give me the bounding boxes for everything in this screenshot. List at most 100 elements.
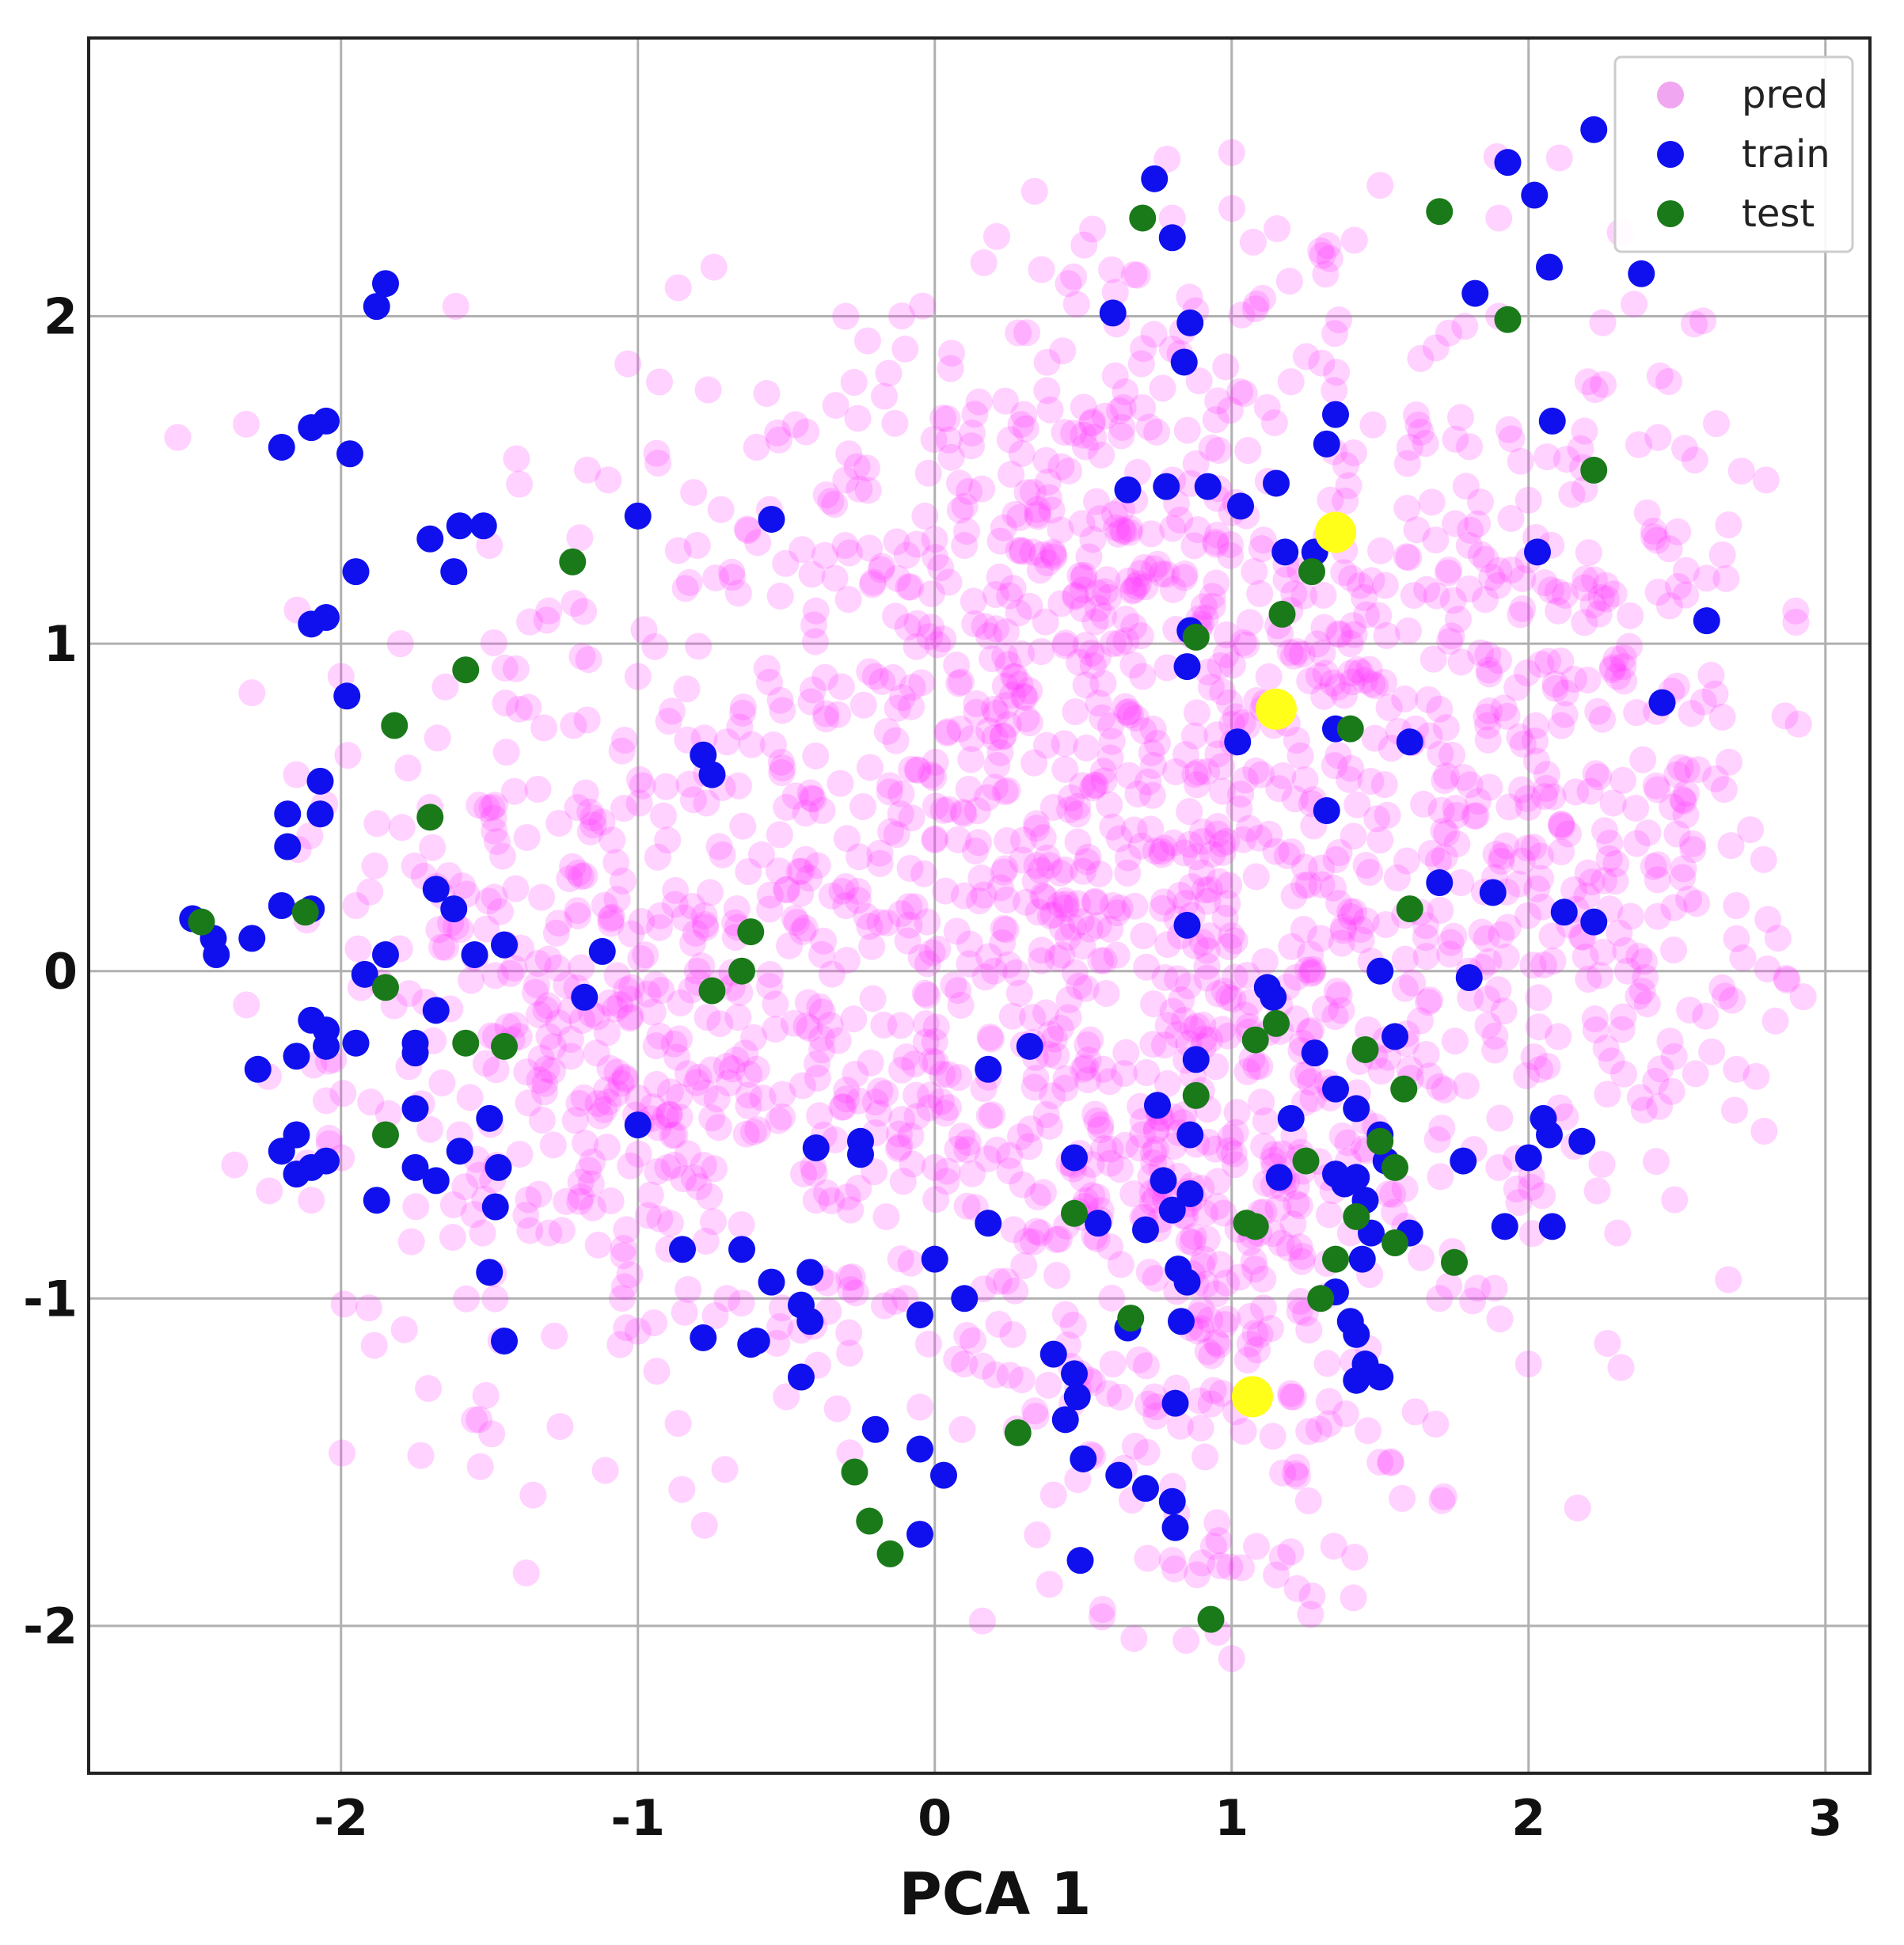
pred-point — [1509, 564, 1537, 592]
pred-point — [525, 1180, 553, 1208]
pred-point — [617, 1152, 644, 1180]
pred-point — [1131, 573, 1159, 601]
pred-point — [1039, 901, 1067, 929]
pred-point — [735, 1081, 762, 1109]
pred-point — [1068, 772, 1096, 800]
pred-point — [1528, 893, 1556, 921]
pred-point — [888, 1106, 916, 1134]
pred-point — [1643, 1148, 1670, 1176]
pred-point — [994, 651, 1022, 678]
pred-point — [1474, 726, 1502, 754]
pred-point — [1347, 659, 1374, 686]
pred-point — [1214, 890, 1241, 917]
pred-point — [1315, 1201, 1343, 1229]
pred-point — [1249, 526, 1277, 554]
pred-point — [344, 935, 372, 963]
pred-point — [1288, 1248, 1316, 1275]
pred-point — [448, 872, 476, 900]
pred-point — [1016, 709, 1043, 737]
pred-point — [921, 1028, 948, 1056]
pred-point — [1436, 940, 1464, 968]
pred-point — [1575, 965, 1602, 993]
pred-point — [1083, 1183, 1111, 1211]
pred-point — [781, 905, 808, 933]
pred-point — [1072, 671, 1100, 699]
pred-point — [1182, 843, 1210, 871]
pred-point — [1236, 609, 1264, 636]
pred-point — [918, 1047, 946, 1075]
train-point — [1063, 1383, 1091, 1411]
pred-point — [888, 684, 916, 712]
pred-point — [744, 529, 772, 557]
pred-point — [1394, 617, 1422, 644]
pred-point — [1336, 765, 1363, 793]
pred-point — [1181, 761, 1209, 788]
train-point — [1224, 728, 1252, 756]
train-point — [1322, 401, 1349, 428]
train-point — [690, 1324, 717, 1351]
pred-point — [1393, 543, 1420, 571]
pred-point — [948, 1123, 975, 1150]
pred-point — [1590, 817, 1618, 845]
pred-point — [1130, 335, 1157, 363]
train-point — [238, 925, 266, 952]
pred-point — [1203, 1509, 1231, 1537]
pred-point — [1150, 888, 1178, 916]
test-point — [188, 908, 215, 936]
pred-point — [568, 643, 596, 670]
pred-point — [885, 1120, 913, 1148]
pred-point — [1040, 1025, 1068, 1053]
pred-point — [887, 1245, 914, 1273]
pred-point — [756, 881, 784, 909]
pred-point — [512, 1202, 540, 1229]
pred-point — [1592, 1035, 1620, 1062]
pred-point — [1438, 622, 1465, 650]
pred-point — [933, 1157, 961, 1185]
pred-point — [991, 642, 1019, 670]
pred-point — [1215, 984, 1243, 1012]
pred-point — [1135, 413, 1163, 441]
pred-point — [806, 993, 834, 1020]
pred-point — [1005, 319, 1032, 347]
pred-point — [1107, 1251, 1134, 1278]
test-point — [1298, 558, 1325, 586]
pred-point — [1442, 795, 1469, 822]
pred-point — [1137, 815, 1165, 843]
pred-point — [1452, 1072, 1480, 1100]
test-points — [188, 198, 1608, 1633]
pred-point — [1045, 1225, 1073, 1253]
pred-point — [896, 854, 924, 882]
pred-point — [1295, 1018, 1323, 1046]
pred-point — [1176, 283, 1203, 311]
train-point — [906, 1435, 933, 1463]
pred-point — [1255, 663, 1283, 690]
pred-point — [916, 623, 944, 651]
pred-point — [1028, 936, 1055, 964]
pred-point — [1355, 1016, 1382, 1043]
pred-point — [811, 541, 838, 569]
pred-point — [963, 689, 990, 717]
pred-point — [1053, 891, 1081, 918]
pred-point — [1164, 1021, 1191, 1049]
pred-point — [1307, 237, 1335, 264]
pred-point — [729, 699, 757, 727]
pred-point — [1125, 1346, 1153, 1373]
pred-point — [1248, 761, 1275, 788]
pred-point — [1357, 767, 1385, 795]
pred-point — [1115, 519, 1143, 546]
pred-point — [983, 751, 1011, 779]
pred-point — [1148, 838, 1176, 865]
pred-point — [1248, 284, 1276, 312]
pred-point — [1220, 1140, 1248, 1168]
pred-point — [1112, 1131, 1139, 1159]
pred-point — [991, 387, 1019, 415]
pred-point — [1106, 894, 1134, 921]
pred-point — [1215, 933, 1243, 960]
pred-point — [1513, 1062, 1541, 1089]
pred-point — [1005, 537, 1032, 564]
pred-point — [1552, 679, 1579, 707]
pred-point — [1689, 307, 1717, 335]
pred-point — [1574, 667, 1602, 694]
pred-point — [1186, 1387, 1214, 1415]
pred-point — [656, 1101, 683, 1129]
